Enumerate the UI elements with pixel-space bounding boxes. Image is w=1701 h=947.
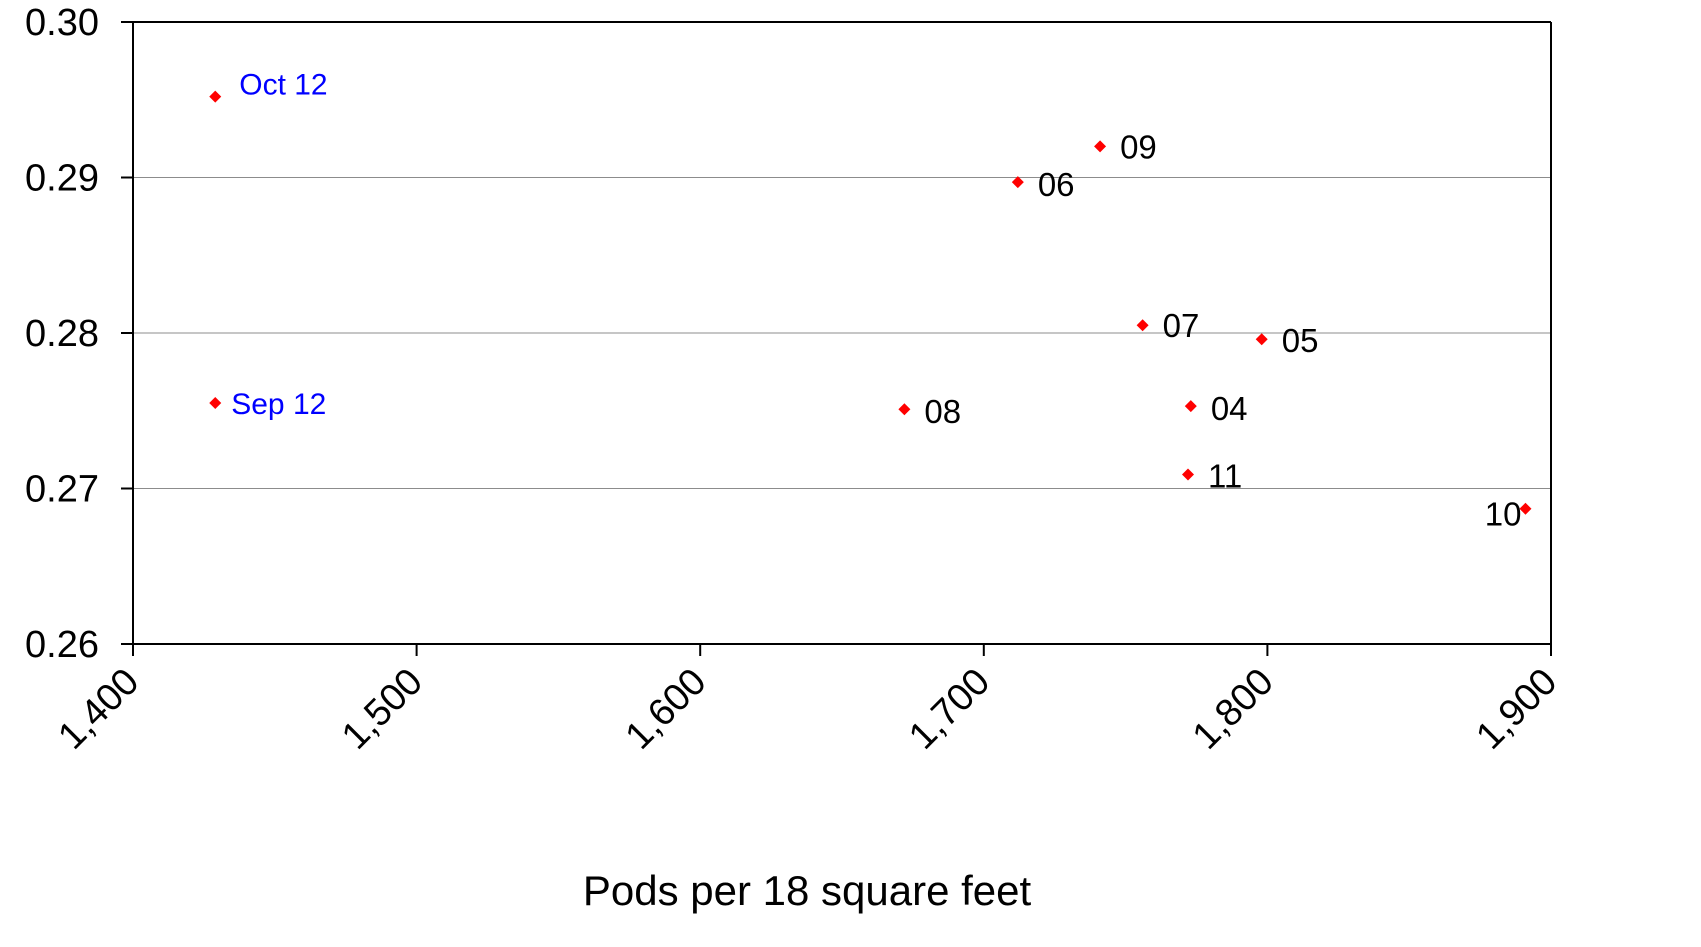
data-point-label: 11 (1208, 458, 1242, 495)
grid-layer (133, 177, 1551, 489)
data-point-label: 05 (1282, 322, 1319, 359)
point-layer (209, 90, 1532, 515)
y-tick-label: 0.29 (25, 158, 99, 200)
data-point-marker (1255, 333, 1268, 346)
axis-layer (121, 21, 1552, 656)
data-point-marker (209, 396, 222, 409)
y-tick-label: 0.26 (25, 624, 99, 666)
data-point-marker (1181, 468, 1194, 481)
x-tick-label: 1,500 (334, 661, 431, 758)
data-point-marker (1094, 140, 1107, 153)
data-point-label: 08 (924, 393, 961, 430)
x-tick-label: 1,800 (1185, 661, 1282, 758)
y-tick-label: 0.28 (25, 313, 99, 355)
x-tick-label: 1,600 (618, 661, 715, 758)
x-axis-title: Pods per 18 square feet (583, 867, 1032, 914)
data-point-label: Oct 12 (239, 69, 327, 102)
x-tick-label: 1,400 (50, 661, 147, 758)
data-point-marker (1011, 176, 1024, 189)
data-point-label: 06 (1038, 166, 1075, 203)
data-point-label: 09 (1120, 128, 1157, 165)
y-tick-label: 0.27 (25, 469, 99, 511)
data-point-marker (1519, 502, 1532, 515)
x-tick-label: 1,900 (1468, 661, 1565, 758)
y-tick-label: 0.30 (25, 2, 99, 44)
x-tick-label: 1,700 (901, 661, 998, 758)
data-point-marker (1184, 400, 1197, 413)
data-point-label: 04 (1211, 390, 1248, 427)
point-label-layer: Oct 12 Sep 12 09 06 07 05 08 04 11 10 (231, 69, 1521, 533)
data-point-label: 10 (1485, 496, 1522, 533)
data-point-label: 07 (1163, 307, 1200, 344)
data-point-label: Sep 12 (231, 388, 326, 421)
data-point-marker (209, 90, 222, 103)
data-point-marker (1136, 319, 1149, 332)
data-point-marker (898, 403, 911, 416)
